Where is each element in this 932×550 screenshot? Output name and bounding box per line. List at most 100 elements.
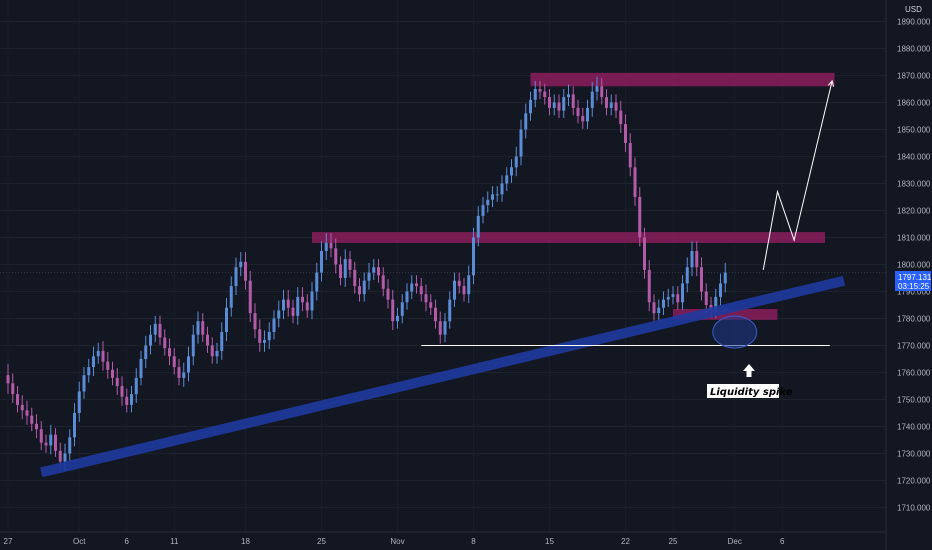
candle[interactable] [253, 303, 257, 339]
candle[interactable] [576, 99, 580, 124]
candle[interactable] [87, 359, 91, 383]
candle[interactable] [301, 287, 304, 312]
candle[interactable] [263, 330, 266, 352]
candle[interactable] [400, 294, 404, 324]
candle[interactable] [267, 322, 271, 350]
candle[interactable] [153, 315, 157, 343]
candle[interactable] [35, 414, 38, 439]
candle[interactable] [681, 275, 684, 310]
candle[interactable] [467, 265, 471, 304]
candle[interactable] [396, 307, 399, 329]
candle[interactable] [567, 84, 570, 107]
candle[interactable] [633, 157, 637, 206]
candle[interactable] [125, 388, 129, 413]
candle[interactable] [215, 342, 219, 364]
candle[interactable] [704, 283, 708, 313]
candle[interactable] [358, 278, 361, 302]
candle[interactable] [172, 348, 176, 375]
candle[interactable] [248, 270, 252, 323]
candle[interactable] [476, 206, 480, 247]
candle[interactable] [106, 351, 110, 379]
candle[interactable] [386, 279, 390, 309]
candle[interactable] [685, 257, 689, 293]
time-axis[interactable]: 27 Oct 6 11 18 25 Nov 8 15 22 25 Dec 6 [4, 537, 785, 546]
candle[interactable] [258, 319, 262, 352]
candle[interactable] [372, 259, 376, 281]
candle[interactable] [187, 346, 190, 382]
candle[interactable] [225, 297, 228, 341]
candle[interactable] [229, 276, 233, 317]
projection-path[interactable] [762, 80, 833, 270]
candle[interactable] [291, 299, 295, 324]
candle[interactable] [557, 94, 561, 119]
candle[interactable] [657, 299, 661, 321]
candle[interactable] [210, 337, 214, 364]
candle[interactable] [206, 326, 209, 353]
candle[interactable] [25, 400, 29, 425]
candle[interactable] [438, 311, 442, 344]
candle[interactable] [548, 89, 551, 116]
candle[interactable] [552, 94, 556, 116]
candle[interactable] [443, 313, 447, 343]
candle[interactable] [381, 267, 385, 297]
candle[interactable] [315, 262, 319, 301]
candle[interactable] [377, 259, 380, 283]
candle[interactable] [277, 300, 281, 328]
candle[interactable] [96, 342, 100, 364]
candle[interactable] [495, 186, 499, 202]
candle[interactable] [491, 186, 494, 208]
candle[interactable] [586, 99, 589, 129]
candle[interactable] [115, 368, 119, 395]
candle[interactable] [339, 256, 342, 286]
candle[interactable] [614, 94, 618, 119]
candle[interactable] [624, 114, 627, 152]
candle[interactable] [638, 187, 642, 247]
candle[interactable] [529, 91, 532, 121]
candle[interactable] [453, 272, 456, 308]
candle[interactable] [196, 311, 200, 344]
candle[interactable] [334, 238, 338, 274]
candle[interactable] [144, 335, 148, 368]
candle[interactable] [500, 175, 504, 202]
candle[interactable] [514, 146, 518, 177]
candle[interactable] [619, 100, 623, 134]
ascending-trendline[interactable] [40, 275, 846, 478]
candle[interactable] [111, 361, 114, 386]
candle[interactable] [130, 386, 133, 413]
candle[interactable] [700, 257, 703, 301]
candle[interactable] [177, 359, 181, 386]
candle[interactable] [163, 329, 167, 356]
candle[interactable] [101, 341, 105, 371]
candle[interactable] [16, 386, 19, 413]
candle[interactable] [690, 241, 694, 277]
candle[interactable] [6, 363, 10, 394]
candle[interactable] [671, 286, 675, 305]
candle[interactable] [191, 324, 195, 366]
candle[interactable] [652, 294, 656, 321]
candle[interactable] [519, 119, 523, 166]
candle[interactable] [367, 262, 371, 290]
candle[interactable] [324, 233, 328, 260]
candle[interactable] [647, 260, 651, 312]
candle[interactable] [134, 368, 138, 404]
candle[interactable] [82, 367, 86, 399]
candle[interactable] [49, 424, 53, 455]
candle[interactable] [220, 322, 224, 360]
candle[interactable] [149, 324, 152, 355]
candle[interactable] [54, 428, 57, 457]
candle[interactable] [139, 350, 143, 386]
candle[interactable] [419, 278, 423, 302]
candle[interactable] [472, 227, 475, 285]
candle[interactable] [353, 261, 357, 294]
candle[interactable] [571, 86, 575, 116]
candle[interactable] [168, 338, 171, 366]
candle[interactable] [505, 167, 509, 191]
candle[interactable] [415, 275, 418, 294]
candle[interactable] [410, 275, 414, 299]
candle[interactable] [68, 429, 72, 461]
candle[interactable] [20, 395, 24, 420]
candle[interactable] [643, 227, 646, 279]
candle[interactable] [234, 257, 238, 296]
candle[interactable] [448, 291, 452, 329]
